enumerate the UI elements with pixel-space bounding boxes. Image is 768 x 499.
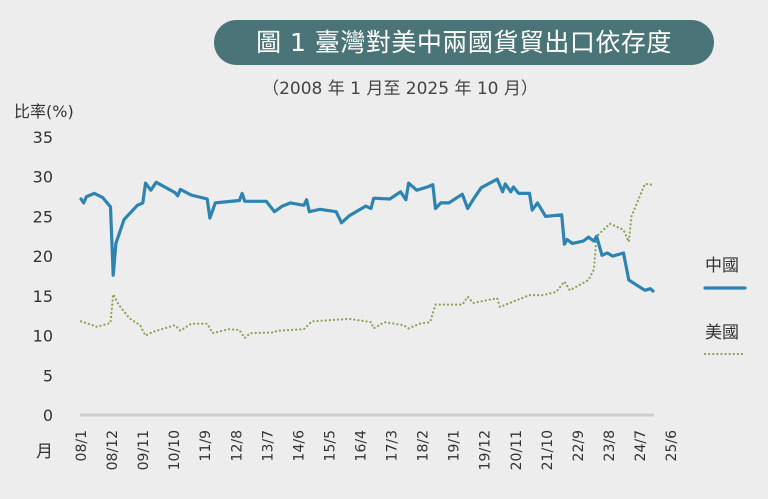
x-tick-label: 08/1 — [74, 430, 90, 461]
x-tick-label: 22/9 — [571, 430, 587, 461]
chart-title: 圖 1 臺灣對美中兩國貨貿出口依存度 — [214, 20, 714, 65]
y-tick-label: 35 — [33, 128, 53, 147]
y-tick-label: 25 — [33, 207, 53, 226]
legend-label: 美國 — [705, 323, 739, 343]
x-tick-label: 17/3 — [385, 430, 401, 461]
x-tick-label: 09/11 — [136, 430, 152, 470]
x-tick-label: 23/8 — [602, 430, 618, 461]
x-tick-label: 12/8 — [229, 430, 245, 461]
y-tick-label: 0 — [43, 406, 53, 425]
y-tick-label: 20 — [33, 247, 53, 266]
y-tick-label: 10 — [33, 327, 53, 346]
x-tick-label: 14/6 — [291, 430, 307, 462]
series-line-china — [79, 177, 655, 293]
x-tick-label: 16/4 — [354, 430, 370, 462]
y-tick-label: 15 — [33, 287, 53, 306]
x-tick-label: 18/2 — [416, 430, 432, 461]
chart-subtitle: （2008 年 1 月至 2025 年 10 月） — [262, 79, 538, 99]
x-tick-label: 21/10 — [540, 430, 556, 470]
legend-label: 中國 — [705, 256, 739, 276]
x-tick-label: 15/5 — [322, 430, 338, 461]
x-tick-label: 19/12 — [478, 430, 494, 470]
y-tick-label: 5 — [43, 366, 53, 385]
x-tick-label: 24/7 — [633, 430, 649, 461]
x-tick-label: 19/1 — [447, 430, 463, 461]
y-axis-label: 比率(%) — [14, 102, 74, 121]
x-tick-label: 25/6 — [664, 430, 680, 462]
x-tick-label: 08/12 — [105, 430, 121, 470]
x-tick-label: 11/9 — [198, 430, 214, 461]
x-axis-label: 月 — [36, 442, 53, 462]
y-tick-label: 30 — [33, 168, 53, 187]
x-tick-label: 20/11 — [509, 430, 525, 470]
x-tick-label: 10/10 — [167, 430, 183, 470]
x-tick-label: 13/7 — [260, 430, 276, 461]
